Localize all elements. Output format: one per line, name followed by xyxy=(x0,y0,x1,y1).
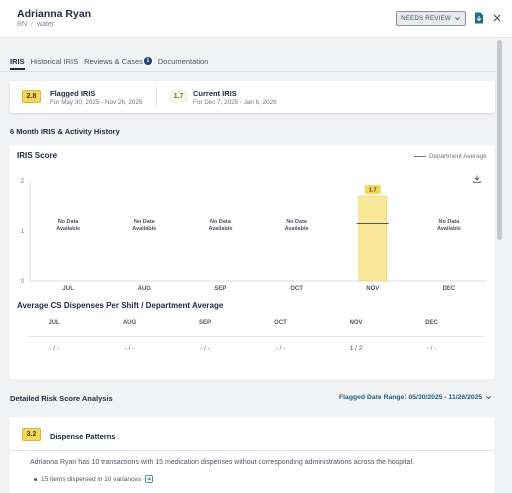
bullet-dot xyxy=(34,477,37,481)
risk-analysis-header xyxy=(0,379,496,413)
avg-table-month: DEC xyxy=(425,320,438,326)
no-data-label: No Data xyxy=(210,219,232,225)
avg-table-month: OCT xyxy=(274,320,287,326)
header: Adrianna Ryan RN / water NEEDS REVIEW xyxy=(0,0,512,38)
no-data-label: No Data xyxy=(58,219,80,225)
y-tick-label: 0 xyxy=(21,279,25,285)
employee-unit: water xyxy=(37,21,55,28)
chevron-down-icon xyxy=(455,17,460,21)
tab-bar: IRIS Historical IRIS Reviews & Cases 1 Do… xyxy=(10,54,214,70)
x-tick-label: SEP xyxy=(214,286,226,292)
document-download-icon[interactable] xyxy=(474,12,484,24)
employee-subline: RN / water xyxy=(17,21,55,28)
avg-table-month: AUG xyxy=(122,320,137,326)
no-data-label: No Data xyxy=(286,219,308,225)
risk-analysis-title: Detailed Risk Score Analysis xyxy=(10,394,113,403)
reviews-count-badge: 1 xyxy=(143,57,152,65)
card-divider xyxy=(156,86,157,108)
open-link-icon[interactable] xyxy=(145,475,153,483)
avg-dispenses-title: Average CS Dispenses Per Shift / Departm… xyxy=(17,301,224,310)
iris-summary-card: 2.8 Flagged IRIS For May 30, 2025 - Nov … xyxy=(10,81,495,113)
avg-table-value: - / - xyxy=(275,345,286,352)
bar xyxy=(358,195,388,282)
avg-table-month: SEP xyxy=(198,320,211,326)
x-tick-label: NOV xyxy=(366,286,379,292)
flagged-date-range-toggle[interactable]: Flagged Date Range: 05/30/2025 - 11/26/2… xyxy=(339,394,492,401)
download-icon[interactable] xyxy=(473,175,481,183)
dispense-bullet-text: 15 items dispersed in 10 variances xyxy=(41,475,142,483)
scrollbar-thumb[interactable] xyxy=(497,40,502,240)
avg-table-value: - / - xyxy=(49,345,59,352)
dispense-description: Adrianna Ryan has 10 transactions with 1… xyxy=(30,459,415,466)
review-status-label: NEEDS REVIEW xyxy=(401,15,451,22)
bar-value-label: 1.7 xyxy=(369,188,377,194)
avg-table-divider xyxy=(28,336,484,337)
legend-label: Department Average xyxy=(429,153,487,160)
y-tick-label: 2 xyxy=(21,179,25,185)
no-data-label: Available xyxy=(56,226,80,232)
avg-table-value: 1 / 2 xyxy=(349,345,363,352)
current-iris-range: For Dec 7, 2025 - Jan 6, 2026 xyxy=(193,99,277,106)
tab-divider xyxy=(0,71,496,72)
avg-table-value: - / - xyxy=(124,345,135,352)
history-card: IRIS Score Department Average 0 1 2 JUL No D… xyxy=(10,145,494,408)
main-content: IRIS Historical IRIS Reviews & Cases 1 Do… xyxy=(0,39,496,493)
x-tick-label: OCT xyxy=(290,286,303,292)
bar-value-box xyxy=(364,185,381,194)
chart-title: IRIS Score xyxy=(17,151,58,160)
tab-reviews-cases[interactable]: Reviews & Cases 1 xyxy=(84,54,152,68)
flagged-date-range: Flagged Date Range: 05/30/2025 - 11/26/2… xyxy=(339,394,483,401)
close-icon[interactable] xyxy=(493,14,501,22)
dispense-bullet: 15 items dispersed in 10 variances xyxy=(34,475,153,483)
history-section-title: 6 Month IRIS & Activity History xyxy=(10,127,120,136)
dispense-patterns-card: 3.2 Dispense Patterns Adrianna Ryan has … xyxy=(10,417,494,493)
no-data-label: No Data xyxy=(134,219,156,225)
employee-role: RN xyxy=(17,21,28,28)
x-tick-label: JUL xyxy=(62,286,74,292)
no-data-label: Available xyxy=(285,226,309,232)
avg-table-month: JUL xyxy=(48,320,60,326)
avg-table-value: - / - xyxy=(426,345,437,352)
no-data-label: Available xyxy=(208,226,232,232)
legend-line-swatch xyxy=(414,156,426,157)
y-tick-label: 1 xyxy=(21,229,25,235)
current-iris-title: Current IRIS xyxy=(193,89,237,98)
dispense-divider xyxy=(10,450,494,451)
no-data-label: Available xyxy=(132,226,156,232)
current-iris-score: 1.7 xyxy=(169,90,188,103)
review-status-dropdown[interactable]: NEEDS REVIEW xyxy=(396,11,466,26)
avg-table-value: - / - xyxy=(200,345,210,352)
tab-historical-iris[interactable]: Historical IRIS xyxy=(30,56,79,66)
x-tick-label: DEC xyxy=(443,286,456,292)
chart-legend: Department Average xyxy=(414,153,487,160)
dispense-score-chip: 3.2 xyxy=(22,428,41,441)
tab-documentation[interactable]: Documentation xyxy=(157,56,209,66)
avg-table-month: NOV xyxy=(349,320,363,326)
dispense-title: Dispense Patterns xyxy=(50,432,116,441)
employee-name: Adrianna Ryan xyxy=(17,8,92,20)
tab-iris[interactable]: IRIS xyxy=(10,54,25,70)
chevron-down-icon xyxy=(486,396,492,400)
no-data-label: Available xyxy=(437,226,461,232)
flagged-iris-score: 2.8 xyxy=(22,90,41,103)
flagged-iris-range: For May 30, 2025 - Nov 26, 2025 xyxy=(50,99,143,106)
x-tick-label: AUG xyxy=(138,286,152,292)
flagged-iris-title: Flagged IRIS xyxy=(50,89,96,98)
no-data-label: No Data xyxy=(439,219,461,225)
